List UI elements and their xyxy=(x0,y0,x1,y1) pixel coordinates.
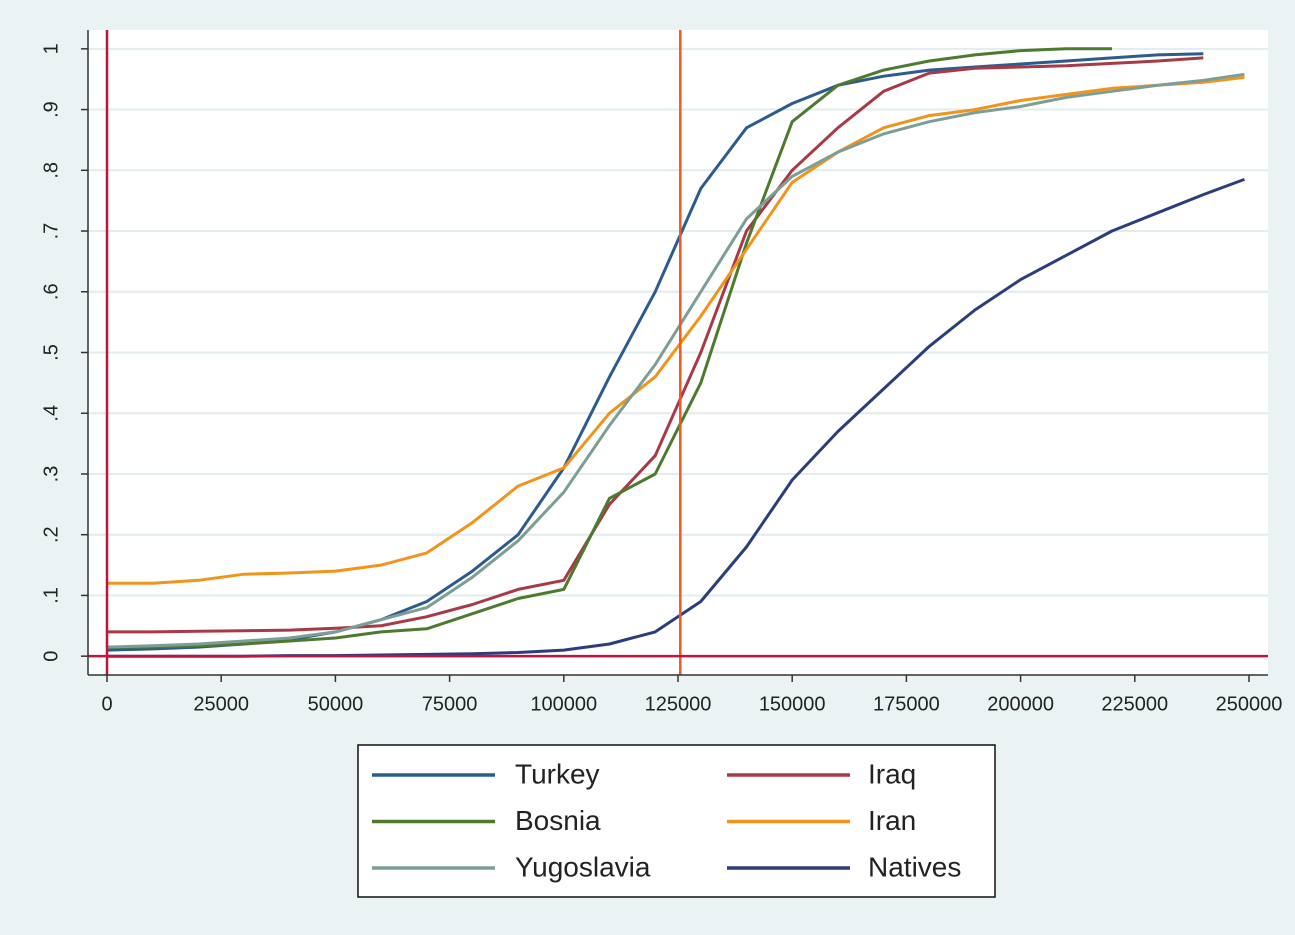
x-tick-label: 75000 xyxy=(422,693,478,715)
x-tick-label: 225000 xyxy=(1101,693,1168,715)
lines xyxy=(106,47,1245,658)
x-tick-label: 100000 xyxy=(530,693,597,715)
legend-label: Yugoslavia xyxy=(515,851,651,882)
legend-label: Iran xyxy=(868,805,916,836)
x-tick-label: 125000 xyxy=(645,693,712,715)
reference-lines xyxy=(88,30,1268,675)
y-tick-label: .3 xyxy=(40,466,62,483)
x-tick-label: 0 xyxy=(101,693,112,715)
x-tick-label: 250000 xyxy=(1216,693,1283,715)
y-tick-label: .8 xyxy=(40,162,62,179)
x-tick-label: 175000 xyxy=(873,693,940,715)
legend: Turkey Iraq Bosnia Iran Yugoslavia Natives xyxy=(372,758,961,882)
y-tick-label: .2 xyxy=(40,526,62,543)
series-line xyxy=(107,75,1245,585)
y-tick-label: .7 xyxy=(40,223,62,240)
x-tick-label: 150000 xyxy=(759,693,826,715)
axes: 0 .1 .2 .3 .4 .5 .6 .7 .8 .9 1 0 25000 50000 75000 1000… xyxy=(40,30,1282,715)
y-tick-label: .1 xyxy=(40,587,62,604)
legend-label: Turkey xyxy=(515,758,600,789)
legend-label: Natives xyxy=(868,851,961,882)
legend-label: Iraq xyxy=(868,758,916,789)
legend-label: Bosnia xyxy=(515,805,601,836)
series-line xyxy=(107,56,1204,634)
x-tick-label: 200000 xyxy=(987,693,1054,715)
x-tick-label: 25000 xyxy=(193,693,249,715)
y-tick-label: .6 xyxy=(40,283,62,300)
series-line xyxy=(106,72,1245,649)
grid xyxy=(88,47,1268,658)
x-tick-label: 50000 xyxy=(308,693,364,715)
y-tick-label: 0 xyxy=(40,651,62,662)
y-tick-label: .4 xyxy=(40,405,62,422)
y-tick-label: .5 xyxy=(40,344,62,361)
y-tick-label: .9 xyxy=(40,101,62,118)
series-line xyxy=(107,47,1112,649)
y-tick-label: 1 xyxy=(40,43,62,54)
